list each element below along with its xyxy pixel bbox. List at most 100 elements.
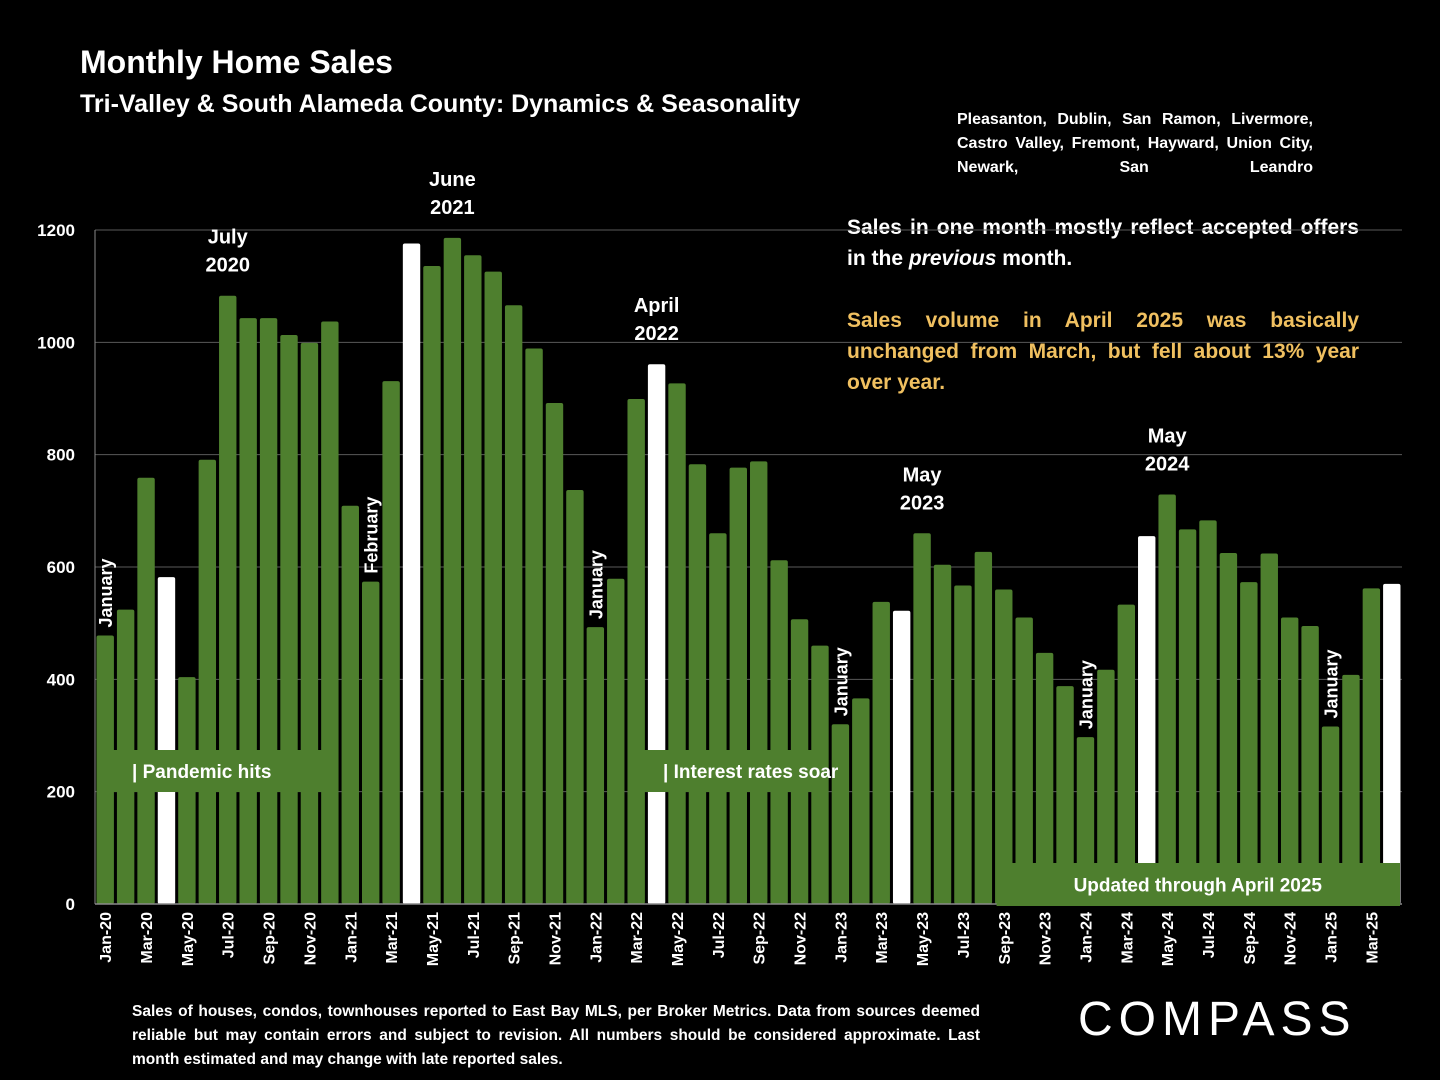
- x-tick-label: Sep-21: [507, 912, 524, 965]
- chart-subtitle: Tri-Valley & South Alameda County: Dynam…: [80, 90, 801, 118]
- compass-logo: COMPASS: [1078, 993, 1357, 1046]
- bar: [1015, 617, 1033, 904]
- x-tick-label: Nov-23: [1038, 912, 1055, 965]
- bar: [137, 477, 155, 904]
- x-tick-label: Nov-21: [547, 912, 564, 965]
- bar: [198, 459, 217, 904]
- bar: [729, 467, 747, 904]
- bar: [770, 560, 788, 904]
- x-tick-label: Nov-22: [793, 912, 810, 965]
- y-tick-label: 400: [47, 670, 75, 689]
- peak-annotation-month: April: [634, 295, 680, 317]
- peak-annotation-month: July: [208, 227, 249, 249]
- bar: [872, 601, 890, 904]
- bar: [1035, 652, 1054, 904]
- bar: [382, 381, 400, 904]
- annotation-band: [996, 863, 1400, 906]
- bar: [668, 383, 686, 905]
- x-tick-label: May-20: [180, 912, 197, 966]
- bar: [504, 305, 523, 905]
- band-label: Updated through April 2025: [1074, 876, 1323, 897]
- bar: [1260, 553, 1278, 904]
- bar: [423, 265, 441, 904]
- bar: [913, 533, 931, 904]
- x-tick-label: Mar-20: [139, 912, 156, 964]
- x-tick-label: Jan-21: [343, 912, 360, 963]
- x-tick-label: Jan-23: [833, 912, 850, 963]
- bar: [1301, 625, 1319, 904]
- annotation-band: [628, 750, 828, 792]
- x-tick-label: Mar-25: [1364, 912, 1381, 964]
- chart-title: Monthly Home Sales: [80, 44, 393, 80]
- bar: [1076, 737, 1095, 904]
- peak-annotation-year: 2020: [205, 255, 250, 277]
- x-tick-label: Jul-21: [466, 912, 483, 958]
- x-tick-label: Mar-24: [1119, 912, 1136, 964]
- y-tick-label: 1000: [37, 333, 75, 352]
- bar: [974, 551, 993, 904]
- bar: [464, 255, 482, 904]
- bar: [341, 505, 359, 904]
- x-tick-label: Mar-23: [874, 912, 891, 964]
- peak-annotation-year: 2023: [900, 492, 945, 514]
- x-tick-label: Jan-20: [98, 912, 115, 963]
- bar: [1097, 669, 1115, 904]
- bar: [1362, 588, 1381, 904]
- x-tick-label: May-22: [670, 912, 687, 966]
- cities-list: Pleasanton, Dublin, San Ramon, Livermore…: [957, 111, 1313, 176]
- x-tick-label: Mar-21: [384, 912, 401, 964]
- x-tick-label: Sep-24: [1242, 912, 1259, 965]
- bar: [831, 724, 850, 904]
- x-tick-label: Nov-24: [1283, 912, 1300, 965]
- x-tick-label: Jan-22: [588, 912, 605, 963]
- bar: [1199, 520, 1217, 904]
- x-tick-label: Sep-20: [262, 912, 279, 965]
- bar: [1321, 726, 1340, 904]
- x-tick-label: May-21: [425, 912, 442, 966]
- vertical-annotation: January: [586, 550, 606, 619]
- vertical-annotation: January: [1076, 660, 1096, 729]
- bar: [1280, 617, 1299, 904]
- bar-chart: 0 200 400 600 800 1000 1200 Jan-20 Mar-20 May-20 J…: [37, 169, 1402, 966]
- x-tick-label: Sep-22: [752, 912, 769, 965]
- bar-highlighted: [892, 610, 911, 904]
- bar: [1342, 674, 1360, 904]
- bar: [219, 295, 237, 905]
- bar: [995, 589, 1013, 904]
- vertical-annotation: January: [831, 647, 851, 716]
- bar: [1056, 686, 1074, 904]
- bar: [239, 318, 257, 905]
- bar-highlighted: [1383, 583, 1401, 904]
- bar: [933, 564, 952, 904]
- bar-highlighted: [647, 364, 666, 904]
- peak-annotation-month: May: [903, 464, 943, 486]
- bar: [484, 271, 502, 904]
- bar: [321, 321, 339, 905]
- footer-disclaimer: Sales of houses, condos, townhouses repo…: [132, 1003, 980, 1068]
- vertical-annotation: January: [96, 558, 116, 627]
- bar: [259, 318, 278, 905]
- bar: [1158, 494, 1176, 904]
- bar: [1117, 604, 1136, 904]
- peak-annotation-month: May: [1148, 426, 1188, 448]
- bar: [586, 627, 605, 904]
- bar: [1219, 552, 1238, 904]
- y-tick-label: 0: [66, 895, 75, 914]
- x-tick-label: Jul-24: [1201, 912, 1218, 958]
- bar: [361, 581, 380, 904]
- x-tick-label: May-24: [1160, 912, 1177, 966]
- band-label: | Interest rates soar: [663, 762, 839, 783]
- bar: [545, 402, 564, 904]
- bar: [280, 335, 298, 904]
- peak-annotation-month: June: [429, 169, 476, 191]
- bar-highlighted: [1138, 536, 1156, 904]
- x-tick-label: Jul-22: [711, 912, 728, 958]
- annotation-band: [98, 750, 338, 792]
- chart-note: Sales in one month mostly reflect accept…: [847, 212, 1359, 398]
- vertical-annotation: January: [1322, 649, 1342, 718]
- bar-highlighted: [402, 243, 421, 905]
- x-tick-label: Jul-23: [956, 912, 973, 958]
- bar: [709, 533, 727, 904]
- y-tick-label: 800: [47, 446, 75, 465]
- y-tick-label: 1200: [37, 221, 75, 240]
